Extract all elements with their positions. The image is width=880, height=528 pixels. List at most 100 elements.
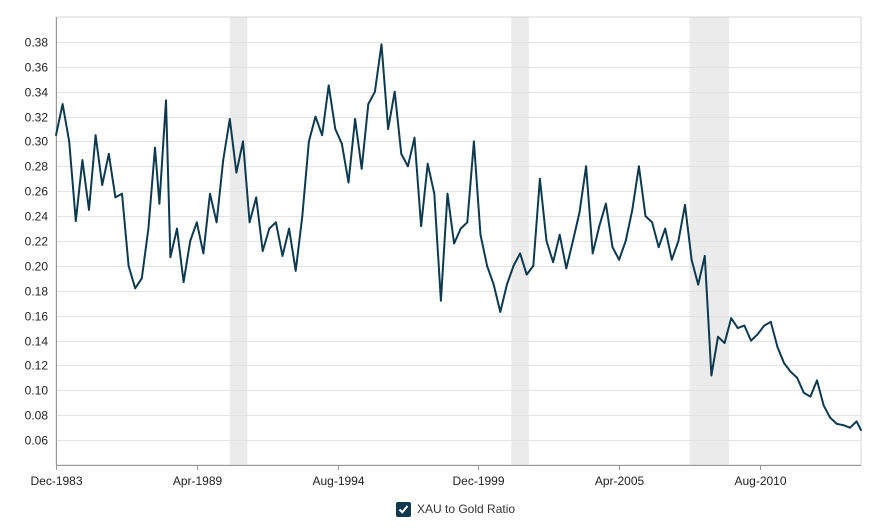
data-point — [750, 339, 752, 342]
x-tick-label: Aug-2010 — [734, 474, 786, 488]
x-tick-label: Apr-2005 — [595, 474, 645, 488]
data-point — [822, 404, 825, 407]
data-point — [268, 227, 271, 230]
grid-lines — [56, 42, 861, 441]
data-point — [433, 192, 436, 195]
data-point — [802, 391, 805, 394]
data-point — [703, 255, 706, 257]
y-tick-label: 0.12 — [25, 359, 49, 373]
data-point — [565, 267, 568, 270]
y-tick-label: 0.22 — [25, 235, 49, 249]
data-point — [61, 103, 64, 105]
data-point — [202, 252, 205, 255]
data-point — [360, 167, 363, 170]
data-point — [684, 204, 686, 206]
data-point — [690, 258, 693, 261]
data-point — [539, 177, 541, 180]
data-point — [209, 192, 211, 195]
data-point — [294, 270, 297, 272]
data-point — [374, 90, 376, 93]
data-point — [55, 134, 57, 137]
data-point — [776, 345, 779, 348]
data-point — [558, 233, 561, 236]
data-point — [281, 255, 284, 257]
data-point — [407, 165, 409, 168]
data-point — [301, 215, 304, 218]
data-point — [736, 327, 739, 329]
data-point — [74, 220, 77, 223]
data-point — [651, 221, 653, 224]
data-point — [677, 240, 680, 242]
y-tick-label: 0.32 — [25, 111, 49, 125]
data-point — [466, 221, 469, 224]
data-point — [121, 192, 123, 195]
data-point — [670, 258, 673, 261]
data-point — [710, 374, 713, 377]
data-point — [101, 184, 104, 186]
data-point — [367, 103, 370, 105]
y-tick-label: 0.24 — [25, 210, 49, 224]
axes — [55, 16, 862, 470]
data-point — [158, 202, 161, 205]
series-line-0 — [55, 43, 862, 431]
data-point — [519, 252, 521, 255]
data-point — [789, 370, 792, 373]
data-point — [816, 379, 818, 382]
y-tick-label: 0.20 — [25, 260, 49, 274]
data-point — [506, 283, 508, 286]
data-point — [783, 362, 785, 364]
tick-labels: 0.06 0.08 0.10 0.12 0.14 0.16 0.18 0.20 0.22 0.24… — [25, 36, 787, 489]
data-point — [182, 281, 185, 283]
data-point — [644, 215, 647, 218]
data-point — [275, 221, 277, 224]
data-point — [763, 324, 766, 327]
data-point — [327, 84, 330, 87]
data-point — [618, 258, 620, 261]
data-point — [134, 287, 137, 290]
data-point — [512, 265, 515, 267]
y-tick-label: 0.16 — [25, 310, 49, 324]
data-point — [288, 227, 290, 230]
data-point — [756, 333, 759, 336]
data-point — [127, 265, 130, 267]
data-point — [169, 256, 172, 259]
data-point — [334, 128, 337, 130]
data-point — [341, 143, 343, 145]
data-point — [235, 171, 238, 174]
data-point — [228, 118, 231, 120]
data-point — [387, 128, 389, 130]
data-point — [440, 299, 442, 302]
y-tick-label: 0.30 — [25, 135, 49, 149]
data-point — [308, 140, 310, 143]
legend-label: XAU to Gold Ratio — [417, 502, 516, 516]
y-tick-label: 0.14 — [25, 335, 49, 349]
data-point — [578, 211, 581, 214]
y-tick-label: 0.34 — [25, 86, 49, 100]
legend-item-xau-to-gold-ratio[interactable]: XAU to Gold Ratio — [396, 500, 515, 518]
x-tick-label: Dec-1999 — [452, 474, 504, 488]
data-point — [68, 140, 71, 143]
data-point — [835, 423, 838, 425]
data-point — [107, 153, 110, 155]
checkbox-icon[interactable] — [396, 501, 411, 517]
data-point — [486, 265, 488, 267]
data-point — [697, 283, 700, 286]
x-tick-label: Apr-1989 — [173, 474, 223, 488]
y-tick-label: 0.18 — [25, 285, 49, 299]
data-point — [81, 159, 84, 162]
data-point — [176, 227, 178, 230]
data-point — [624, 240, 627, 242]
data-point — [393, 90, 396, 93]
y-tick-label: 0.06 — [25, 434, 49, 448]
data-point — [638, 165, 640, 168]
data-point — [585, 165, 587, 168]
data-point — [809, 395, 812, 398]
data-point — [657, 246, 660, 249]
data-point — [796, 377, 799, 379]
data-point — [525, 273, 528, 276]
data-point — [222, 159, 225, 162]
data-point — [426, 162, 429, 165]
data-point — [354, 118, 356, 120]
data-point — [591, 252, 594, 255]
